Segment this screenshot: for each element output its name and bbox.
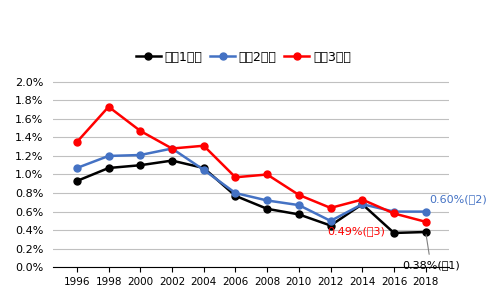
中学3年生 bbox=[232, 175, 238, 179]
中学3年生 bbox=[264, 173, 270, 176]
中学1年生 bbox=[169, 159, 175, 162]
中学3年生 bbox=[137, 129, 143, 133]
中学1年生 bbox=[232, 194, 238, 198]
Line: 中学2年生: 中学2年生 bbox=[73, 145, 428, 224]
中学1年生 bbox=[200, 166, 206, 170]
中学1年生 bbox=[422, 230, 428, 234]
中学1年生 bbox=[105, 166, 111, 170]
中学3年生 bbox=[295, 193, 301, 197]
中学2年生 bbox=[232, 191, 238, 195]
中学2年生 bbox=[169, 147, 175, 150]
中学2年生 bbox=[264, 199, 270, 202]
中学3年生 bbox=[74, 140, 80, 144]
中学1年生 bbox=[137, 163, 143, 167]
中学3年生 bbox=[359, 198, 365, 201]
中学2年生 bbox=[200, 168, 206, 172]
Legend: 中学1年生, 中学2年生, 中学3年生: 中学1年生, 中学2年生, 中学3年生 bbox=[131, 46, 355, 69]
中学3年生 bbox=[327, 206, 333, 210]
Line: 中学3年生: 中学3年生 bbox=[73, 103, 428, 225]
中学2年生 bbox=[359, 202, 365, 206]
中学1年生 bbox=[359, 202, 365, 206]
Text: 0.60%(中2): 0.60%(中2) bbox=[428, 194, 485, 204]
中学1年生 bbox=[390, 231, 396, 235]
中学2年生 bbox=[105, 154, 111, 158]
中学1年生 bbox=[74, 179, 80, 183]
中学1年生 bbox=[327, 224, 333, 227]
中学3年生 bbox=[390, 212, 396, 215]
中学2年生 bbox=[137, 153, 143, 157]
中学1年生 bbox=[264, 207, 270, 210]
Line: 中学1年生: 中学1年生 bbox=[73, 157, 428, 236]
中学2年生 bbox=[327, 219, 333, 223]
中学3年生 bbox=[105, 105, 111, 109]
中学2年生 bbox=[74, 166, 80, 170]
中学2年生 bbox=[390, 210, 396, 214]
Text: 0.38%(中1): 0.38%(中1) bbox=[401, 235, 459, 270]
Text: 0.49%(中3): 0.49%(中3) bbox=[327, 226, 384, 236]
中学3年生 bbox=[200, 144, 206, 148]
中学3年生 bbox=[422, 220, 428, 223]
中学2年生 bbox=[422, 210, 428, 214]
中学2年生 bbox=[295, 203, 301, 207]
中学1年生 bbox=[295, 213, 301, 216]
中学3年生 bbox=[169, 147, 175, 150]
